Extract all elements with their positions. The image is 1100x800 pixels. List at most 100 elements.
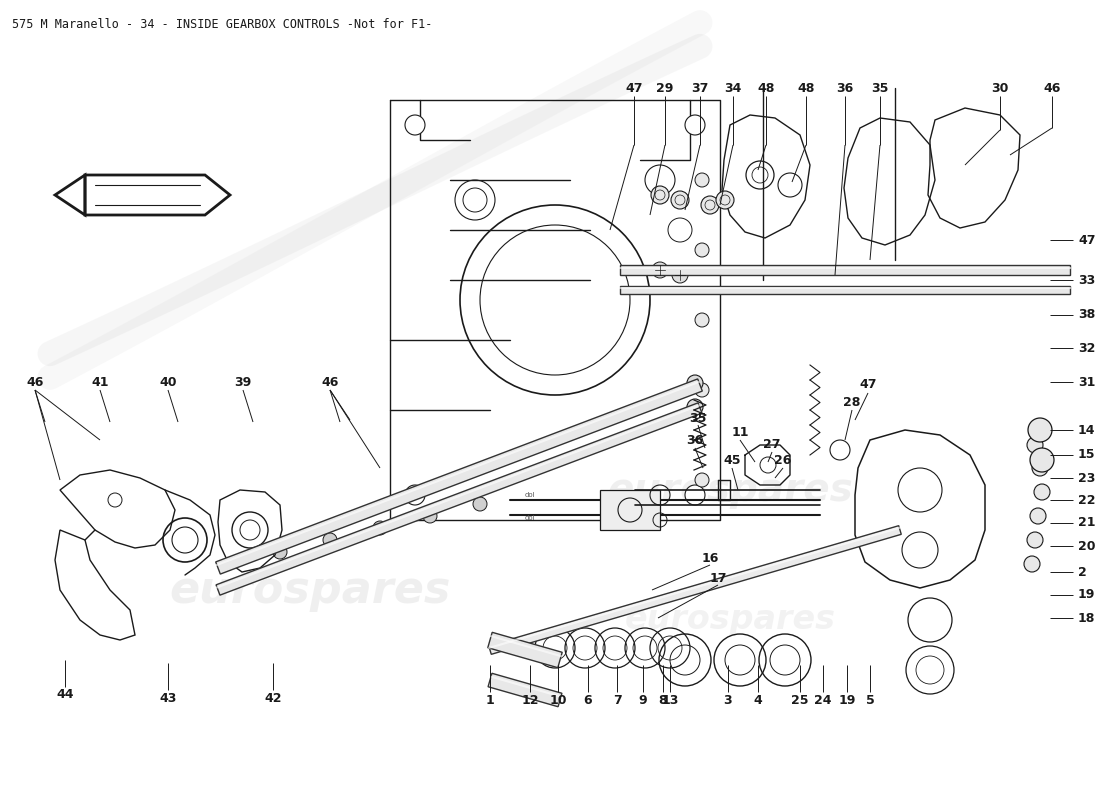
Text: 6: 6 — [584, 694, 592, 706]
Text: 29: 29 — [657, 82, 673, 94]
Text: 4: 4 — [754, 694, 762, 706]
Circle shape — [716, 191, 734, 209]
Text: 46: 46 — [1043, 82, 1060, 94]
Polygon shape — [487, 632, 562, 668]
Circle shape — [405, 485, 425, 505]
Circle shape — [1030, 448, 1054, 472]
Circle shape — [424, 509, 437, 523]
Circle shape — [473, 497, 487, 511]
Text: 12: 12 — [521, 694, 539, 706]
Text: 44: 44 — [56, 689, 74, 702]
Text: 36: 36 — [686, 434, 704, 446]
Text: 48: 48 — [798, 82, 815, 94]
Circle shape — [695, 313, 710, 327]
Text: 20: 20 — [1078, 539, 1096, 553]
Text: 16: 16 — [702, 551, 718, 565]
Text: 32: 32 — [1078, 342, 1096, 354]
Text: 15: 15 — [1078, 449, 1096, 462]
Circle shape — [685, 115, 705, 135]
Bar — [600, 490, 660, 530]
Text: 5: 5 — [866, 694, 874, 706]
Circle shape — [695, 173, 710, 187]
Text: 11: 11 — [732, 426, 749, 438]
Circle shape — [701, 196, 719, 214]
Text: 40: 40 — [160, 375, 177, 389]
Polygon shape — [216, 403, 702, 595]
Circle shape — [405, 115, 425, 135]
Text: 25: 25 — [791, 694, 808, 706]
Text: 34: 34 — [724, 82, 741, 94]
Text: 22: 22 — [1078, 494, 1096, 506]
Text: 24: 24 — [814, 694, 832, 706]
Polygon shape — [488, 526, 901, 654]
Circle shape — [323, 533, 337, 547]
Circle shape — [688, 399, 703, 415]
Text: 21: 21 — [1078, 517, 1096, 530]
Text: 18: 18 — [1078, 611, 1096, 625]
Text: 41: 41 — [91, 375, 109, 389]
Circle shape — [695, 243, 710, 257]
Polygon shape — [216, 379, 702, 574]
Text: 8: 8 — [659, 694, 668, 706]
Circle shape — [1030, 508, 1046, 524]
Text: 23: 23 — [1078, 471, 1096, 485]
Text: 14: 14 — [1078, 423, 1096, 437]
Circle shape — [688, 375, 703, 391]
Text: 31: 31 — [1078, 375, 1096, 389]
Circle shape — [1027, 437, 1043, 453]
Text: dol: dol — [525, 492, 536, 498]
Polygon shape — [488, 674, 562, 706]
Text: 1: 1 — [485, 694, 494, 706]
Text: eurospares: eurospares — [169, 569, 451, 611]
Circle shape — [1032, 460, 1048, 476]
Text: 19: 19 — [838, 694, 856, 706]
Text: 46: 46 — [26, 375, 44, 389]
Text: 17: 17 — [710, 571, 727, 585]
Text: 47: 47 — [625, 82, 642, 94]
Circle shape — [1028, 418, 1052, 442]
Text: 3: 3 — [724, 694, 733, 706]
Text: 36: 36 — [836, 82, 854, 94]
Text: 46: 46 — [321, 375, 339, 389]
Text: 39: 39 — [234, 375, 252, 389]
Text: 9: 9 — [639, 694, 647, 706]
Circle shape — [273, 545, 287, 559]
Circle shape — [1024, 556, 1040, 572]
Text: 2: 2 — [1078, 566, 1087, 578]
Text: 33: 33 — [1078, 274, 1096, 286]
Text: 47: 47 — [1078, 234, 1096, 246]
Circle shape — [695, 473, 710, 487]
Text: 35: 35 — [690, 411, 706, 425]
Text: 48: 48 — [757, 82, 774, 94]
Text: eurospares: eurospares — [625, 603, 836, 637]
Circle shape — [695, 383, 710, 397]
Text: 47: 47 — [859, 378, 877, 391]
Text: 35: 35 — [871, 82, 889, 94]
Text: 10: 10 — [549, 694, 566, 706]
Circle shape — [373, 521, 387, 535]
Text: 28: 28 — [844, 395, 860, 409]
Text: 27: 27 — [763, 438, 781, 451]
Text: 37: 37 — [691, 82, 708, 94]
Circle shape — [685, 485, 705, 505]
Text: dol: dol — [525, 515, 536, 521]
Polygon shape — [620, 265, 1070, 275]
Circle shape — [1034, 484, 1050, 500]
Text: 45: 45 — [724, 454, 740, 466]
Text: eurospares: eurospares — [607, 471, 852, 509]
Circle shape — [652, 262, 668, 278]
Text: 7: 7 — [613, 694, 621, 706]
Circle shape — [671, 191, 689, 209]
Circle shape — [672, 267, 688, 283]
Text: 38: 38 — [1078, 309, 1096, 322]
Text: 13: 13 — [661, 694, 679, 706]
Circle shape — [1027, 532, 1043, 548]
Text: 43: 43 — [160, 691, 177, 705]
Text: 30: 30 — [991, 82, 1009, 94]
Text: 42: 42 — [264, 691, 282, 705]
Circle shape — [651, 186, 669, 204]
Text: 19: 19 — [1078, 589, 1096, 602]
Polygon shape — [620, 286, 1070, 294]
Text: 26: 26 — [774, 454, 792, 466]
Text: 575 M Maranello - 34 - INSIDE GEARBOX CONTROLS -Not for F1-: 575 M Maranello - 34 - INSIDE GEARBOX CO… — [12, 18, 432, 31]
